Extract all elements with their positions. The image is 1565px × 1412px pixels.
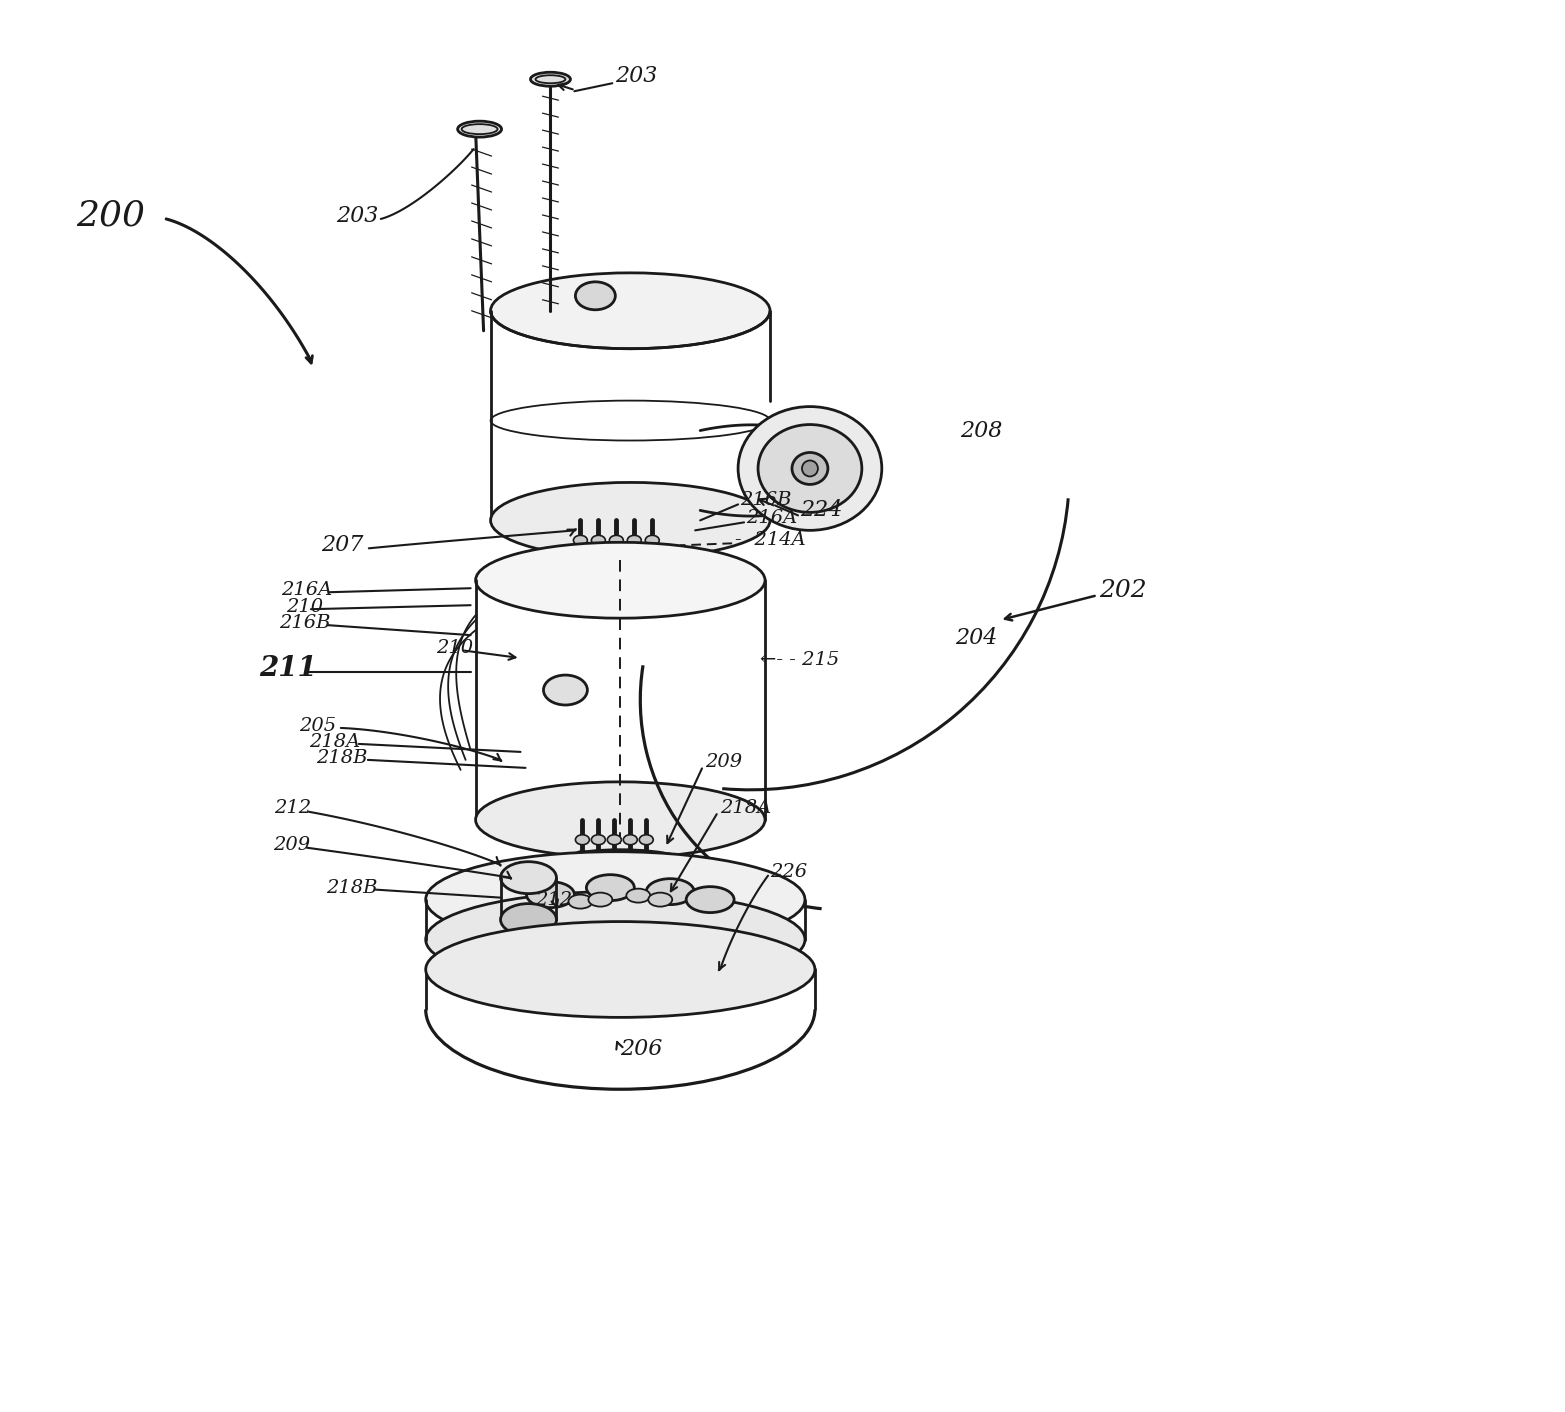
Text: 205: 205: [299, 717, 336, 736]
Text: 210: 210: [435, 640, 473, 657]
Ellipse shape: [526, 881, 574, 908]
Ellipse shape: [639, 834, 653, 844]
Text: 203: 203: [336, 205, 379, 227]
Ellipse shape: [645, 551, 659, 562]
Ellipse shape: [587, 874, 634, 901]
Text: 218A: 218A: [308, 733, 360, 751]
Text: ←- - 215: ←- - 215: [761, 651, 839, 669]
Ellipse shape: [757, 425, 862, 513]
Ellipse shape: [426, 922, 815, 1018]
Text: 210: 210: [286, 599, 322, 616]
Ellipse shape: [628, 551, 642, 562]
Text: 216A: 216A: [282, 582, 332, 599]
Ellipse shape: [646, 878, 695, 905]
Ellipse shape: [645, 535, 659, 545]
Ellipse shape: [639, 850, 653, 861]
Text: 224: 224: [800, 500, 842, 521]
Ellipse shape: [609, 551, 623, 562]
Ellipse shape: [592, 850, 606, 861]
Text: 200: 200: [77, 199, 146, 233]
Ellipse shape: [626, 888, 651, 902]
Text: 211: 211: [260, 655, 316, 682]
Text: 216B: 216B: [740, 491, 792, 510]
Text: 218A: 218A: [720, 799, 772, 816]
Ellipse shape: [568, 895, 593, 908]
Ellipse shape: [476, 542, 765, 618]
Ellipse shape: [501, 861, 557, 894]
Ellipse shape: [531, 72, 570, 86]
Ellipse shape: [501, 904, 557, 936]
Text: 204: 204: [955, 627, 997, 650]
Ellipse shape: [426, 891, 804, 987]
Ellipse shape: [576, 834, 590, 844]
Ellipse shape: [543, 675, 587, 705]
Ellipse shape: [576, 282, 615, 309]
Ellipse shape: [576, 850, 590, 861]
Text: 202: 202: [1099, 579, 1147, 602]
Ellipse shape: [457, 121, 501, 137]
Text: 203: 203: [615, 65, 657, 88]
Ellipse shape: [739, 407, 881, 531]
Ellipse shape: [592, 834, 606, 844]
Ellipse shape: [607, 834, 621, 844]
Ellipse shape: [490, 273, 770, 349]
Text: 208: 208: [959, 419, 1002, 442]
Text: 216B: 216B: [279, 614, 330, 633]
Text: 218B: 218B: [316, 748, 368, 767]
Text: 212: 212: [535, 891, 573, 908]
Ellipse shape: [576, 575, 585, 582]
Ellipse shape: [609, 535, 623, 545]
Ellipse shape: [612, 575, 621, 582]
Ellipse shape: [490, 483, 770, 558]
Ellipse shape: [593, 575, 604, 582]
Ellipse shape: [573, 551, 587, 562]
Ellipse shape: [607, 850, 621, 861]
Text: 209: 209: [272, 836, 310, 854]
Ellipse shape: [685, 887, 734, 912]
Text: 206: 206: [620, 1038, 662, 1060]
Ellipse shape: [629, 575, 639, 582]
Ellipse shape: [623, 834, 637, 844]
Ellipse shape: [476, 782, 765, 857]
Ellipse shape: [648, 892, 673, 907]
Text: - -214A: - -214A: [736, 531, 806, 549]
Ellipse shape: [592, 535, 606, 545]
Ellipse shape: [792, 452, 828, 484]
Text: 207: 207: [321, 534, 363, 556]
Ellipse shape: [628, 535, 642, 545]
Ellipse shape: [623, 850, 637, 861]
Ellipse shape: [426, 851, 804, 947]
Ellipse shape: [648, 575, 657, 582]
Ellipse shape: [573, 535, 587, 545]
Text: 209: 209: [706, 753, 742, 771]
Text: 212: 212: [274, 799, 311, 816]
Ellipse shape: [540, 850, 700, 890]
Ellipse shape: [588, 892, 612, 907]
Ellipse shape: [592, 551, 606, 562]
Ellipse shape: [801, 460, 818, 476]
Text: 226: 226: [770, 863, 808, 881]
Text: 218B: 218B: [326, 878, 377, 897]
Text: 216A: 216A: [747, 510, 797, 527]
